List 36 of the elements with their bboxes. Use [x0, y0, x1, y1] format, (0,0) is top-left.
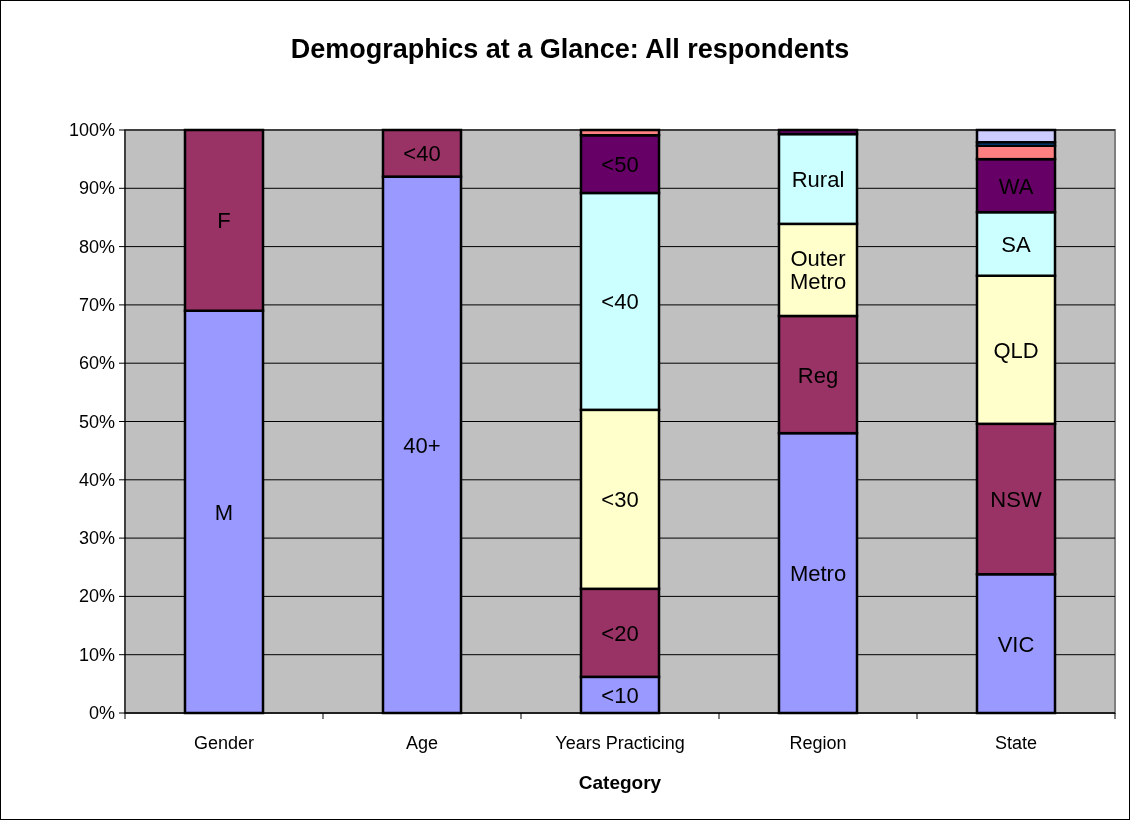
y-tick-label: 30% — [78, 528, 115, 549]
y-tick-label: 0% — [88, 703, 115, 723]
data-label: <50 — [601, 151, 639, 177]
data-label: <30 — [601, 486, 639, 512]
data-label: F — [217, 207, 231, 233]
y-tick-label: 20% — [78, 586, 115, 607]
y-tick-label: 50% — [78, 411, 115, 432]
y-tick-label: 40% — [78, 469, 115, 490]
x-tick-label: State — [994, 733, 1038, 753]
data-label: Rural — [791, 166, 845, 192]
y-tick-label: 100% — [68, 120, 115, 140]
data-label: M — [214, 499, 234, 525]
data-label: Metro — [789, 560, 847, 586]
x-tick-label: Region — [789, 733, 847, 753]
data-label: <40 — [601, 288, 639, 314]
y-tick-label: 10% — [78, 644, 115, 665]
chart-title: Demographics at a Glance: All respondents — [290, 34, 850, 64]
data-label: QLD — [993, 337, 1039, 363]
x-tick-label: Age — [405, 733, 439, 753]
data-label: 40+ — [403, 432, 441, 458]
data-label: NSW — [990, 486, 1042, 512]
data-label: <20 — [601, 620, 639, 646]
data-label: Reg — [797, 362, 839, 388]
y-tick-label: 60% — [78, 353, 115, 374]
x-tick-label: Years Practicing — [555, 733, 685, 753]
data-label: <40 — [403, 140, 441, 166]
x-axis-title: Category — [578, 771, 662, 793]
data-label: VIC — [997, 631, 1035, 657]
y-tick-label: 80% — [78, 236, 115, 257]
data-label: Outer Metro — [789, 245, 847, 294]
y-tick-label: 90% — [78, 178, 115, 199]
data-label: SA — [1001, 231, 1031, 257]
y-tick-label: 70% — [78, 294, 115, 315]
data-label: WA — [998, 173, 1034, 199]
x-tick-label: Gender — [193, 733, 255, 753]
data-label: <10 — [601, 682, 639, 708]
